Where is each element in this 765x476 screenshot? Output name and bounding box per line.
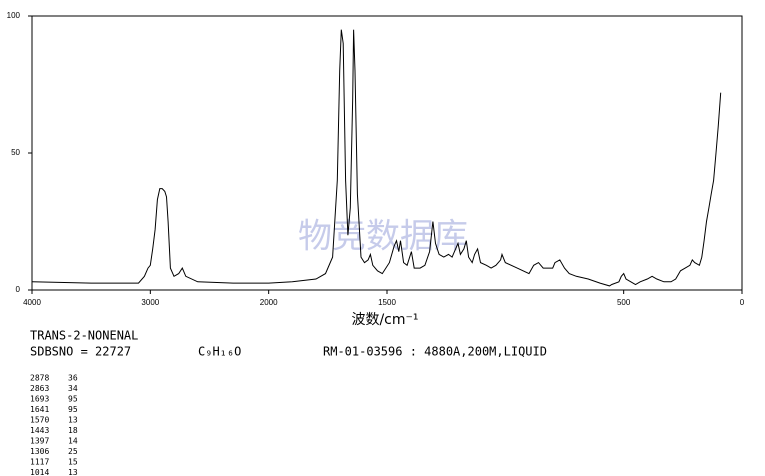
peak-wavenumber: 2878 [30, 374, 49, 383]
peak-intensity: 36 [68, 374, 78, 383]
peak-wavenumber: 1443 [30, 426, 49, 435]
peak-intensity: 95 [68, 405, 78, 414]
y-tick-label: 100 [7, 11, 21, 20]
peak-intensity: 34 [68, 384, 78, 393]
x-tick-label: 500 [617, 298, 631, 307]
x-tick-label: 2000 [260, 298, 278, 307]
peak-intensity: 15 [68, 458, 78, 467]
peak-wavenumber: 1693 [30, 395, 49, 404]
spectrum-line [31, 29, 722, 287]
x-tick-label: 4000 [23, 298, 41, 307]
y-tick-label: 50 [11, 148, 20, 157]
watermark: 物竞数据库 [298, 217, 468, 257]
peak-intensity: 25 [68, 447, 78, 456]
peak-intensity: 13 [68, 416, 78, 425]
sdbs-number: SDBSNO = 22727 [30, 345, 131, 359]
x-axis-label: 波数/cm⁻¹ [351, 312, 418, 328]
peak-wavenumber: 1306 [30, 447, 49, 456]
x-tick-label: 1500 [378, 298, 396, 307]
conditions: RM-01-03596 : 4880A,200M,LIQUID [323, 345, 547, 359]
peak-wavenumber: 1117 [30, 458, 49, 467]
x-tick-label: 0 [740, 298, 745, 307]
peak-intensity: 95 [68, 395, 78, 404]
peak-wavenumber: 1014 [30, 468, 49, 476]
peak-wavenumber: 2863 [30, 384, 49, 393]
peak-intensity: 18 [68, 426, 78, 435]
x-tick-label: 3000 [141, 298, 159, 307]
peak-intensity: 13 [68, 468, 78, 476]
peak-wavenumber: 1397 [30, 437, 49, 446]
peak-wavenumber: 1641 [30, 405, 49, 414]
peak-wavenumber: 1570 [30, 416, 49, 425]
formula: C₉H₁₆O [198, 345, 241, 359]
compound-name: TRANS-2-NONENAL [30, 329, 138, 343]
peak-intensity: 14 [68, 437, 78, 446]
y-tick-label: 0 [16, 285, 21, 294]
